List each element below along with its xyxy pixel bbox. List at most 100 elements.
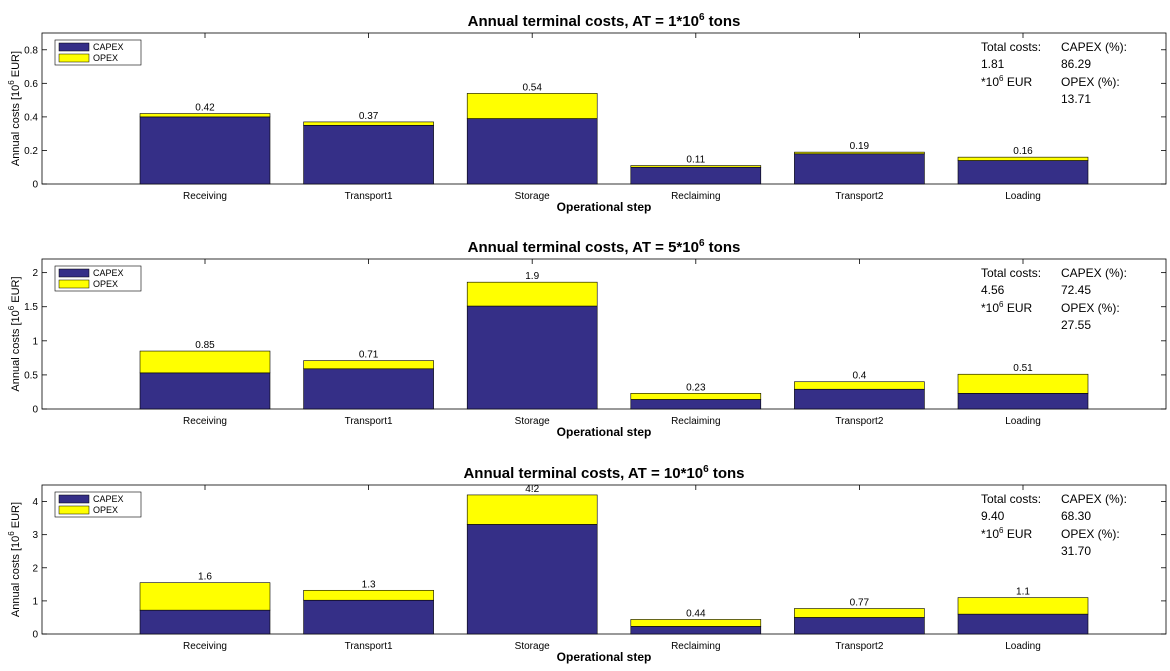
x-tick-label: Receiving xyxy=(183,191,227,202)
data-label: 0.19 xyxy=(850,141,870,152)
annotation-total-value: 4.56 xyxy=(981,283,1005,297)
y-tick-label: 4 xyxy=(32,497,38,508)
bar-capex-loading xyxy=(957,393,1089,410)
bar-opex-storage xyxy=(466,93,598,119)
ylabel-exponent: 6 xyxy=(7,80,16,85)
bar-opex-loading xyxy=(957,373,1089,394)
y-tick-label: 0.6 xyxy=(24,79,38,90)
chart-panel-2: Annual terminal costs, AT = 5*106 tons 0 0… xyxy=(7,238,1167,439)
data-label: 0.51 xyxy=(1013,363,1033,374)
chart-panel-3: Annual terminal costs, AT = 10*106 tons 0… xyxy=(7,464,1167,664)
y-tick-label: 0 xyxy=(32,180,38,191)
legend-swatch-capex xyxy=(58,494,90,504)
annotation-total-label: Total costs: xyxy=(981,40,1041,54)
legend-label-capex: CAPEX xyxy=(93,268,124,278)
x-tick-label: Reclaiming xyxy=(671,191,720,202)
annotation-opex-value: 13.71 xyxy=(1061,92,1091,106)
annotation-capex-value: 68.30 xyxy=(1061,509,1091,523)
annotation-opex-value: 27.55 xyxy=(1061,318,1091,332)
unit-exponent: 6 xyxy=(999,74,1004,83)
chart-title: Annual terminal costs, AT = 10*106 tons xyxy=(463,464,744,482)
annotation-capex-label: CAPEX (%): xyxy=(1061,492,1127,506)
bar-opex-loading xyxy=(957,156,1089,161)
bar-capex-receiving xyxy=(139,116,271,185)
data-label: 0.85 xyxy=(195,340,215,351)
bar-opex-receiving xyxy=(139,350,271,374)
bar-opex-transport2 xyxy=(794,381,925,390)
data-label: 0.54 xyxy=(522,82,542,93)
annotation-capex-value: 86.29 xyxy=(1061,57,1091,71)
x-tick-label: Storage xyxy=(515,191,550,202)
y-tick-label: 2 xyxy=(32,268,38,279)
annotation-total-value: 9.40 xyxy=(981,509,1005,523)
bar-capex-transport2 xyxy=(794,617,925,635)
annotation-total-value: 1.81 xyxy=(981,57,1005,71)
data-label: 1.6 xyxy=(198,572,212,583)
x-tick-label: Storage xyxy=(515,641,550,652)
bar-capex-reclaiming xyxy=(630,399,762,410)
x-tick-label: Loading xyxy=(1005,641,1041,652)
title-exponent: 6 xyxy=(699,12,705,23)
bar-opex-reclaiming xyxy=(630,165,762,168)
data-label: 0.4 xyxy=(852,371,866,382)
data-label: 0.16 xyxy=(1013,146,1033,157)
x-tick-label: Reclaiming xyxy=(671,641,720,652)
x-tick-label: Reclaiming xyxy=(671,416,720,427)
bar-capex-transport1 xyxy=(303,124,434,185)
annotation-total-unit: *106 EUR xyxy=(981,526,1032,541)
y-tick-label: 0.2 xyxy=(24,146,38,157)
axes-box xyxy=(41,258,1167,410)
data-label: 0.11 xyxy=(686,155,705,166)
x-tick-label: Storage xyxy=(515,416,550,427)
chart-panel-1: Annual terminal costs, AT = 1*106 tons 0 0… xyxy=(7,12,1167,214)
bar-capex-storage xyxy=(466,524,598,635)
annotation-capex-value: 72.45 xyxy=(1061,283,1091,297)
annotation-opex-label: OPEX (%): xyxy=(1061,75,1120,89)
bar-opex-receiving xyxy=(139,582,271,611)
x-axis-label: Operational step xyxy=(557,650,652,664)
y-tick-label: 0 xyxy=(32,405,38,416)
annotation-total-label: Total costs: xyxy=(981,266,1041,280)
x-tick-label: Transport2 xyxy=(835,416,883,427)
x-tick-label: Receiving xyxy=(183,641,227,652)
annotation-total-unit: *106 EUR xyxy=(981,74,1032,89)
legend-label-opex: OPEX xyxy=(93,279,118,289)
x-tick-label: Transport2 xyxy=(835,191,883,202)
bar-opex-loading xyxy=(957,597,1089,615)
data-label: 0.42 xyxy=(195,103,215,114)
data-label: 1.9 xyxy=(525,271,539,282)
x-tick-label: Transport2 xyxy=(835,641,883,652)
legend-label-opex: OPEX xyxy=(93,505,118,515)
annotation-opex-value: 31.70 xyxy=(1061,544,1091,558)
bar-opex-storage xyxy=(466,281,598,307)
y-tick-label: 1 xyxy=(32,336,38,347)
bar-capex-transport1 xyxy=(303,599,434,635)
annotation-capex-label: CAPEX (%): xyxy=(1061,266,1127,280)
legend-label-capex: CAPEX xyxy=(93,42,124,52)
annotation-total-label: Total costs: xyxy=(981,492,1041,506)
chart-title: Annual terminal costs, AT = 1*106 tons xyxy=(468,12,741,30)
bar-capex-storage xyxy=(466,305,598,410)
bar-opex-storage xyxy=(466,494,598,525)
y-tick-label: 0.5 xyxy=(24,370,38,381)
y-tick-label: 1 xyxy=(32,596,38,607)
x-axis-label: Operational step xyxy=(557,425,652,439)
annotation-opex-label: OPEX (%): xyxy=(1061,527,1120,541)
legend-swatch-capex xyxy=(58,268,90,278)
bar-capex-loading xyxy=(957,160,1089,185)
bar-opex-transport1 xyxy=(303,121,434,126)
x-tick-label: Transport1 xyxy=(345,641,393,652)
data-label: 0.77 xyxy=(850,598,870,609)
unit-exponent: 6 xyxy=(999,300,1004,309)
bar-capex-receiving xyxy=(139,372,271,410)
legend-label-capex: CAPEX xyxy=(93,494,124,504)
bar-opex-transport1 xyxy=(303,589,434,601)
x-axis-label: Operational step xyxy=(557,200,652,214)
ylabel-exponent: 6 xyxy=(7,305,16,310)
bar-capex-transport2 xyxy=(794,153,925,185)
legend-swatch-opex xyxy=(58,505,90,515)
legend-swatch-capex xyxy=(58,42,90,52)
